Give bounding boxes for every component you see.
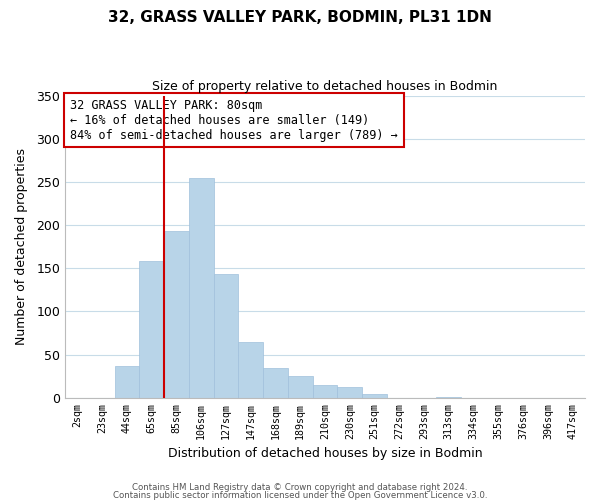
Bar bbox=[263, 368, 288, 398]
Text: Contains HM Land Registry data © Crown copyright and database right 2024.: Contains HM Land Registry data © Crown c… bbox=[132, 484, 468, 492]
Bar bbox=[189, 178, 214, 398]
Text: 32 GRASS VALLEY PARK: 80sqm
← 16% of detached houses are smaller (149)
84% of se: 32 GRASS VALLEY PARK: 80sqm ← 16% of det… bbox=[70, 98, 398, 142]
Bar bbox=[115, 366, 139, 398]
Text: Contains public sector information licensed under the Open Government Licence v3: Contains public sector information licen… bbox=[113, 490, 487, 500]
Bar bbox=[164, 231, 189, 398]
X-axis label: Distribution of detached houses by size in Bodmin: Distribution of detached houses by size … bbox=[168, 447, 482, 460]
Text: 32, GRASS VALLEY PARK, BODMIN, PL31 1DN: 32, GRASS VALLEY PARK, BODMIN, PL31 1DN bbox=[108, 10, 492, 25]
Bar bbox=[313, 385, 337, 398]
Bar bbox=[139, 262, 164, 398]
Bar bbox=[362, 394, 387, 398]
Bar bbox=[436, 397, 461, 398]
Title: Size of property relative to detached houses in Bodmin: Size of property relative to detached ho… bbox=[152, 80, 498, 93]
Y-axis label: Number of detached properties: Number of detached properties bbox=[15, 148, 28, 345]
Bar bbox=[214, 274, 238, 398]
Bar bbox=[238, 342, 263, 398]
Bar bbox=[337, 386, 362, 398]
Bar bbox=[288, 376, 313, 398]
